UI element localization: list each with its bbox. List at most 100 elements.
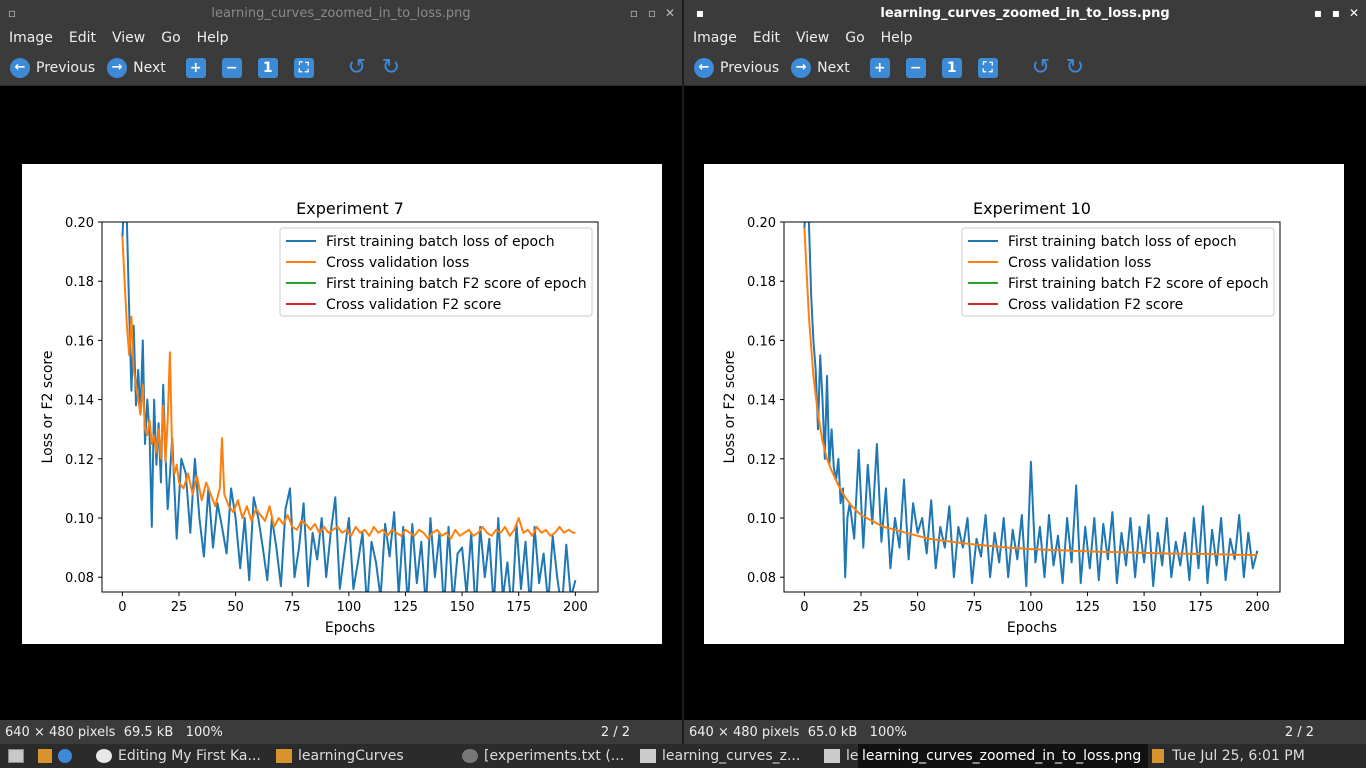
zoom-in-icon[interactable]: + bbox=[869, 57, 890, 78]
legend-box bbox=[961, 227, 1275, 317]
file-size: 69.5 kB bbox=[123, 724, 174, 740]
zoom-normal-icon[interactable]: 1 bbox=[257, 57, 278, 78]
y-tick-label: 0.20 bbox=[65, 216, 94, 231]
maximize-icon[interactable]: ▪ bbox=[1331, 6, 1341, 20]
previous-button[interactable]: ← Previous bbox=[694, 57, 779, 78]
zoom-fit-icon[interactable]: ⛶ bbox=[977, 57, 998, 78]
y-tick-label: 0.08 bbox=[747, 571, 776, 586]
x-tick-label: 150 bbox=[1132, 600, 1157, 615]
previous-label: Previous bbox=[36, 59, 96, 76]
menu-image[interactable]: Image bbox=[9, 30, 53, 46]
next-button[interactable]: → Next bbox=[107, 57, 166, 78]
image-dimensions: 640 × 480 pixels bbox=[5, 724, 116, 740]
taskbar-item-image-viewer-1[interactable]: learning_curves_z... bbox=[636, 744, 820, 768]
x-tick-label: 25 bbox=[171, 600, 188, 615]
legend-label: Cross validation F2 score bbox=[326, 297, 501, 313]
x-tick-label: 125 bbox=[393, 600, 418, 615]
x-axis-label: Epochs bbox=[325, 620, 375, 636]
taskbar-item-image-viewer-2[interactable]: le bbox=[820, 744, 858, 768]
previous-button[interactable]: ← Previous bbox=[10, 57, 96, 78]
taskbar-item-image-viewer-active[interactable]: learning_curves_zoomed_in_to_loss.png bbox=[858, 744, 1148, 768]
y-tick-label: 0.12 bbox=[65, 453, 94, 468]
x-tick-label: 150 bbox=[450, 600, 475, 615]
menu-help[interactable]: Help bbox=[196, 30, 229, 46]
taskbar-label: [experiments.txt (... bbox=[484, 748, 625, 764]
file-size: 65.0 kB bbox=[807, 724, 858, 740]
chart-title: Experiment 10 bbox=[973, 199, 1091, 218]
menu-edit[interactable]: Edit bbox=[752, 30, 780, 46]
taskbar: Editing My First Ka... learningCurves [e… bbox=[0, 744, 1366, 768]
show-desktop-icon[interactable] bbox=[0, 744, 30, 768]
y-tick-label: 0.12 bbox=[747, 453, 776, 468]
y-tick-label: 0.20 bbox=[747, 216, 776, 231]
rotate-left-icon[interactable]: ↺ bbox=[347, 55, 367, 80]
learning-curve-chart: Experiment 7 0 25 50 75 100 125 150 175 200 0.08 0.… bbox=[40, 199, 599, 636]
y-tick-label: 0.10 bbox=[747, 512, 776, 527]
zoom-out-icon[interactable]: − bbox=[905, 57, 926, 78]
clock[interactable]: Tue Jul 25, 6:01 PM bbox=[1172, 748, 1305, 764]
legend-label: Cross validation loss bbox=[1008, 255, 1151, 271]
series-line-1 bbox=[121, 236, 576, 540]
taskbar-item-editor[interactable]: [experiments.txt (... bbox=[458, 744, 636, 768]
image-viewer-window-left: ▫ learning_curves_zoomed_in_to_loss.png … bbox=[0, 0, 682, 744]
zoom-out-icon[interactable]: − bbox=[221, 57, 242, 78]
legend-label: First training batch F2 score of epoch bbox=[1008, 276, 1269, 292]
toolbar: ← Previous → Next + − 1 ⛶ ↺ ↻ bbox=[0, 50, 682, 86]
taskbar-label: learningCurves bbox=[298, 748, 404, 764]
y-tick-label: 0.08 bbox=[65, 571, 94, 586]
trash-icon[interactable] bbox=[1148, 744, 1170, 768]
status-bar: 640 × 480 pixels 69.5 kB 100% 2 / 2 bbox=[0, 720, 682, 744]
window-menu-icon[interactable]: ▪ bbox=[695, 6, 705, 20]
y-tick-label: 0.18 bbox=[747, 275, 776, 290]
y-tick-label: 0.10 bbox=[65, 512, 94, 527]
legend-label: Cross validation loss bbox=[326, 255, 469, 271]
x-tick-label: 50 bbox=[909, 600, 926, 615]
taskbar-label: learning_curves_zoomed_in_to_loss.png bbox=[862, 748, 1142, 764]
taskbar-item-folder[interactable]: learningCurves bbox=[272, 744, 458, 768]
taskbar-item-browser[interactable]: Editing My First Ka... bbox=[92, 744, 272, 768]
next-button[interactable]: → Next bbox=[791, 57, 850, 78]
close-icon[interactable]: ✕ bbox=[664, 6, 676, 20]
menu-bar: Image Edit View Go Help bbox=[0, 26, 682, 50]
zoom-normal-icon[interactable]: 1 bbox=[941, 57, 962, 78]
menu-go[interactable]: Go bbox=[161, 30, 181, 46]
plot-frame bbox=[783, 221, 1281, 593]
zoom-in-icon[interactable]: + bbox=[185, 57, 206, 78]
taskbar-label: learning_curves_z... bbox=[662, 748, 801, 764]
window-menu-icon[interactable]: ▫ bbox=[7, 6, 17, 20]
next-label: Next bbox=[133, 59, 166, 76]
menu-help[interactable]: Help bbox=[880, 30, 913, 46]
chart-title: Experiment 7 bbox=[296, 199, 404, 218]
zoom-fit-icon[interactable]: ⛶ bbox=[293, 57, 314, 78]
image-dimensions: 640 × 480 pixels bbox=[689, 724, 800, 740]
maximize-icon[interactable]: ▫ bbox=[647, 6, 657, 20]
minimize-icon[interactable]: ▪ bbox=[1313, 6, 1323, 20]
window-title: learning_curves_zoomed_in_to_loss.png bbox=[880, 5, 1170, 21]
app-menu-icon[interactable] bbox=[30, 744, 92, 768]
menu-view[interactable]: View bbox=[795, 30, 830, 46]
image-canvas[interactable]: Experiment 7 0 25 50 75 100 125 150 175 200 0.08 0.… bbox=[0, 87, 682, 720]
x-tick-label: 50 bbox=[227, 600, 244, 615]
title-bar[interactable]: ▫ learning_curves_zoomed_in_to_loss.png … bbox=[0, 0, 682, 26]
menu-image[interactable]: Image bbox=[693, 30, 737, 46]
y-tick-label: 0.16 bbox=[65, 334, 94, 349]
x-tick-label: 25 bbox=[853, 600, 870, 615]
close-icon[interactable]: ✕ bbox=[1348, 6, 1360, 20]
image-viewer-window-right: ▪ learning_curves_zoomed_in_to_loss.png … bbox=[684, 0, 1366, 744]
x-tick-label: 100 bbox=[336, 600, 361, 615]
browser-icon bbox=[96, 749, 112, 763]
page-indicator: 2 / 2 bbox=[1284, 724, 1314, 740]
chart-image: Experiment 7 0 25 50 75 100 125 150 175 200 0.08 0.… bbox=[22, 164, 662, 644]
image-icon bbox=[640, 749, 656, 763]
legend-box bbox=[279, 227, 593, 317]
menu-view[interactable]: View bbox=[111, 30, 146, 46]
menu-edit[interactable]: Edit bbox=[68, 30, 96, 46]
title-bar[interactable]: ▪ learning_curves_zoomed_in_to_loss.png … bbox=[684, 0, 1366, 26]
rotate-right-icon[interactable]: ↻ bbox=[1065, 55, 1085, 80]
minimize-icon[interactable]: ▫ bbox=[629, 6, 639, 20]
rotate-left-icon[interactable]: ↺ bbox=[1031, 55, 1051, 80]
legend-label: Cross validation F2 score bbox=[1008, 297, 1183, 313]
image-canvas[interactable]: Experiment 10 0 25 50 75 100 125 150 175 200 0.08 0… bbox=[684, 87, 1366, 720]
rotate-right-icon[interactable]: ↻ bbox=[381, 55, 401, 80]
menu-go[interactable]: Go bbox=[845, 30, 865, 46]
